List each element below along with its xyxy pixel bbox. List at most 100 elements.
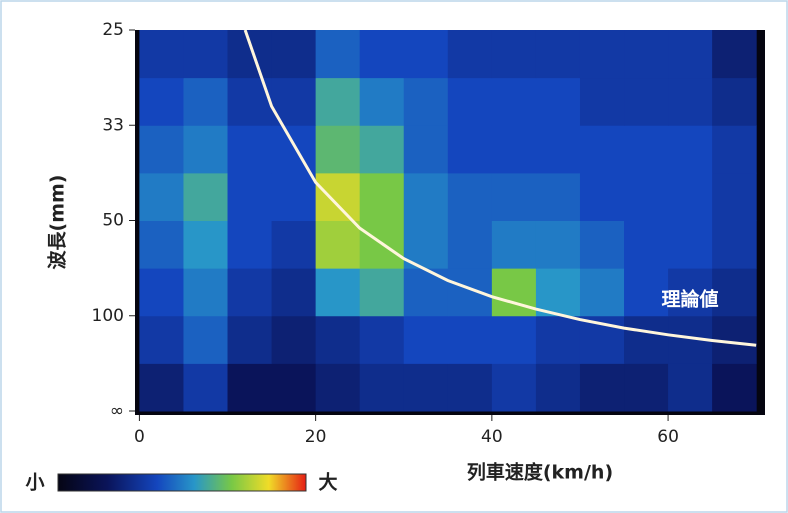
- heatmap-cell: [624, 363, 669, 412]
- heatmap-cell: [227, 315, 273, 364]
- heatmap-cell: [579, 220, 625, 269]
- heatmap-cell: [668, 220, 713, 269]
- y-axis-title: 波長(mm): [46, 175, 69, 270]
- heatmap-cell: [315, 125, 361, 174]
- heatmap-cell: [491, 220, 537, 269]
- heatmap-cell: [491, 77, 537, 126]
- heatmap-cell: [359, 125, 405, 174]
- heatmap-cell: [712, 172, 757, 221]
- heatmap-cell: [535, 77, 581, 126]
- heatmap-cell: [668, 363, 713, 412]
- heatmap-cell: [668, 268, 713, 317]
- heatmap-cell: [183, 220, 229, 269]
- x-tick-label: 20: [305, 427, 327, 447]
- heatmap-cell: [403, 220, 449, 269]
- colorbar-min-label: 小: [25, 472, 44, 494]
- heatmap-cell: [183, 363, 229, 412]
- heatmap-cell: [535, 363, 581, 412]
- heatmap-cell: [712, 77, 757, 126]
- heatmap-cell: [183, 268, 229, 317]
- heatmap-cell: [227, 220, 273, 269]
- heatmap-cell: [624, 30, 669, 79]
- heatmap-cell: [183, 315, 229, 364]
- heatmap-cell: [315, 30, 361, 79]
- x-tick-label: 40: [481, 427, 503, 447]
- heatmap-cell: [535, 172, 581, 221]
- heatmap-cell: [139, 77, 184, 126]
- heatmap-cell: [183, 30, 229, 79]
- x-tick-label: 0: [134, 427, 145, 447]
- heatmap-cell: [624, 125, 669, 174]
- heatmap-cell: [447, 77, 493, 126]
- heatmap-cell: [315, 172, 361, 221]
- heatmap-cell: [403, 268, 449, 317]
- heatmap-cell: [315, 220, 361, 269]
- heatmap-cell: [315, 363, 361, 412]
- heatmap-cell: [271, 363, 317, 412]
- heatmap-cell: [403, 125, 449, 174]
- colorbar-max-label: 大: [318, 471, 337, 494]
- heatmap-cell: [535, 315, 581, 364]
- heatmap-cell: [668, 77, 713, 126]
- heatmap-cell: [579, 125, 625, 174]
- heatmap-cell: [183, 172, 229, 221]
- heatmap-cell: [403, 77, 449, 126]
- y-tick-label: 25: [102, 20, 124, 40]
- heatmap-cell: [271, 268, 317, 317]
- heatmap-cell: [359, 315, 405, 364]
- heatmap-cell: [359, 77, 405, 126]
- heatmap-cell: [624, 315, 669, 364]
- heatmap-cell: [271, 30, 317, 79]
- heatmap-cell: [139, 220, 184, 269]
- heatmap-cell: [227, 30, 273, 79]
- heatmap-cell: [579, 363, 625, 412]
- heatmap-cell: [139, 315, 184, 364]
- heatmap-cell: [491, 315, 537, 364]
- heatmap-cell: [227, 363, 273, 412]
- heatmap-cell: [447, 315, 493, 364]
- heatmap-cell: [624, 268, 669, 317]
- heatmap-cell: [359, 268, 405, 317]
- heatmap-cell: [447, 220, 493, 269]
- heatmap-cell: [535, 220, 581, 269]
- heatmap-cell: [271, 220, 317, 269]
- heatmap-cell: [579, 30, 625, 79]
- heatmap-cell: [491, 125, 537, 174]
- heatmap-cell: [712, 30, 757, 79]
- colorbar: [57, 473, 307, 492]
- heatmap-cell: [447, 172, 493, 221]
- heatmap-cell: [139, 30, 184, 79]
- heatmap-cell: [315, 315, 361, 364]
- heatmap-cell: [359, 172, 405, 221]
- heatmap-cell: [491, 172, 537, 221]
- heatmap-cell: [579, 172, 625, 221]
- heatmap-cell: [403, 172, 449, 221]
- heatmap-cell: [712, 125, 757, 174]
- heatmap-cell: [624, 172, 669, 221]
- heatmap-cell: [447, 30, 493, 79]
- heatmap-cell: [227, 268, 273, 317]
- heatmap-cell: [271, 315, 317, 364]
- heatmap-cell: [668, 30, 713, 79]
- heatmap-cell: [227, 125, 273, 174]
- heatmap-cell: [271, 172, 317, 221]
- heatmap: [139, 30, 757, 412]
- y-tick-label: 100: [92, 306, 124, 326]
- heatmap-cell: [227, 172, 273, 221]
- heatmap-cell: [491, 30, 537, 79]
- heatmap-cell: [271, 125, 317, 174]
- heatmap-cell: [624, 220, 669, 269]
- heatmap-cell: [535, 268, 581, 317]
- heatmap-cell: [712, 363, 757, 412]
- heatmap-cell: [139, 268, 184, 317]
- heatmap-cell: [183, 125, 229, 174]
- heatmap-cell: [403, 315, 449, 364]
- heatmap-cell: [403, 363, 449, 412]
- heatmap-cell: [139, 363, 184, 412]
- heatmap-cell: [139, 125, 184, 174]
- heatmap-cell: [359, 363, 405, 412]
- heatmap-cell: [579, 268, 625, 317]
- heatmap-cell: [315, 77, 361, 126]
- heatmap-cell: [668, 125, 713, 174]
- heatmap-cell: [139, 172, 184, 221]
